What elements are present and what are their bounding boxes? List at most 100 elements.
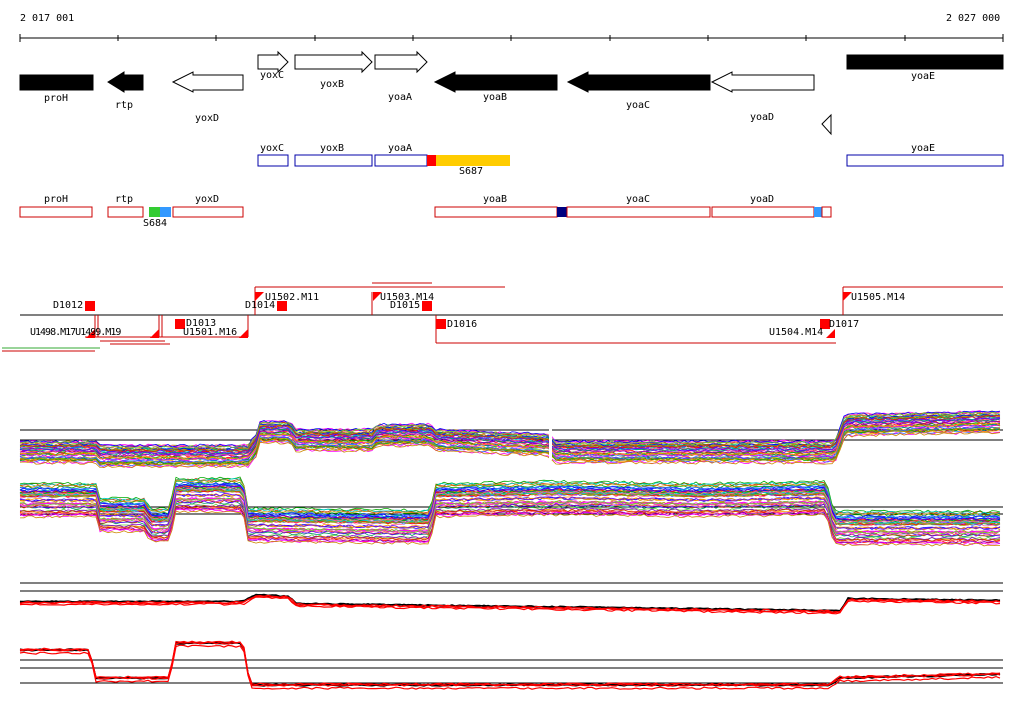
gene-label-proH: proH	[44, 93, 69, 104]
segment-green-s684[interactable]	[149, 207, 160, 217]
expression-trace	[19, 507, 1001, 544]
gene-arrows-track	[19, 50, 1004, 136]
gene-label-rtp: rtp	[115, 100, 134, 111]
transcript-label-yoxD: yoxD	[195, 194, 220, 205]
transcript-label-yoaD: yoaD	[750, 194, 775, 205]
expression-trace-avg	[19, 596, 1001, 615]
transcripts-minus-track	[19, 206, 832, 218]
terminator-label-d1012: D1012	[53, 300, 84, 311]
expression-trace	[19, 505, 1001, 542]
gene-arrow-yoaB[interactable]	[433, 71, 558, 93]
transcript-box-yoxD[interactable]	[172, 206, 244, 218]
gene-arrow-yoxC[interactable]	[257, 50, 289, 74]
transcript-label-rtp: rtp	[115, 194, 134, 205]
gene-arrow-yoaE[interactable]	[846, 54, 1004, 70]
promoter-label-u1503: U1503.M14	[380, 292, 435, 303]
small-triangle-marker	[821, 113, 832, 136]
panel-gap-marker	[549, 428, 552, 460]
terminator-d1014[interactable]	[277, 301, 287, 311]
expression-trace	[20, 493, 1001, 531]
segment-navy[interactable]	[557, 207, 567, 217]
expression-trace	[19, 426, 1001, 464]
expression-trace	[19, 493, 1001, 530]
transcript-box-yoaD-tail	[821, 206, 832, 218]
segment-orange-s687[interactable]	[436, 155, 510, 166]
promoter-label-u1501: U1501.M16	[183, 327, 238, 338]
terminator-d1016[interactable]	[436, 319, 446, 329]
promoter-flag-u1505[interactable]	[843, 292, 852, 301]
expression-trace-avg	[19, 641, 1001, 687]
transcripts-plus-track	[257, 154, 1004, 167]
expression-trace-avg	[19, 594, 1001, 613]
promoter-flag-u1498[interactable]	[86, 329, 95, 338]
gene-label-yoaC: yoaC	[626, 100, 651, 111]
expression-trace	[19, 481, 1001, 519]
gene-arrow-yoxD[interactable]	[171, 71, 244, 93]
segment-lightblue-yoaD[interactable]	[814, 207, 822, 217]
terminator-d1012[interactable]	[85, 301, 95, 311]
terminator-d1013[interactable]	[175, 319, 185, 329]
promoter-flag-u1502[interactable]	[255, 292, 264, 301]
gene-arrow-yoaD[interactable]	[710, 71, 815, 93]
promoter-label-u1505: U1505.M14	[851, 292, 906, 303]
expression-trace	[19, 497, 1001, 535]
promoter-label-u1502: U1502.M11	[265, 292, 320, 303]
promoter-flag-u1501[interactable]	[239, 329, 248, 338]
transcript-label-yoxC: yoxC	[260, 143, 285, 154]
promoter-flag-u1504[interactable]	[826, 329, 835, 338]
gene-arrow-yoaC[interactable]	[566, 71, 711, 93]
terminator-d1015[interactable]	[422, 301, 432, 311]
expression-trace-avg	[19, 644, 1001, 690]
gene-label-yoaE: yoaE	[911, 71, 936, 82]
promoter-flag-u1499[interactable]	[150, 329, 159, 338]
expression-trace	[19, 488, 1001, 526]
transcript-box-yoaC[interactable]	[566, 206, 711, 218]
gene-label-yoxC: yoxC	[260, 70, 285, 81]
gene-label-yoxD: yoxD	[195, 113, 220, 124]
gene-arrow-yoaA[interactable]	[374, 50, 428, 74]
expression-trace	[19, 483, 1001, 521]
transcript-label-yoaA: yoaA	[388, 143, 413, 154]
transcript-box-yoxB[interactable]	[294, 154, 373, 167]
expression-trace-avg	[19, 640, 1001, 686]
expression-trace	[19, 417, 1001, 455]
expression-trace	[19, 504, 1001, 541]
transcript-box-rtp[interactable]	[107, 206, 144, 218]
transcript-box-proH[interactable]	[19, 206, 93, 218]
segment-lightblue-s684[interactable]	[160, 207, 171, 217]
expression-trace-avg	[20, 642, 1001, 687]
coord-start-label: 2 017 001	[20, 13, 75, 24]
transcript-box-yoaE[interactable]	[846, 154, 1004, 167]
expression-trace	[19, 479, 1001, 517]
expression-trace	[19, 414, 1001, 453]
transcript-label-yoaC: yoaC	[626, 194, 651, 205]
expression-trace	[19, 484, 1001, 522]
expression-trace	[19, 422, 1001, 460]
transcript-label-yoxB: yoxB	[320, 143, 345, 154]
promoter-label-u1504: U1504.M14	[769, 327, 824, 338]
gene-arrow-yoxB[interactable]	[294, 50, 373, 74]
coordinate-ruler	[19, 34, 1004, 42]
promoter-flag-u1503[interactable]	[373, 292, 382, 301]
transcript-label-yoaE: yoaE	[911, 143, 936, 154]
expression-trace	[19, 508, 1001, 546]
expression-trace	[19, 476, 1001, 514]
expression-trace	[19, 410, 1001, 448]
segment-red-s687	[427, 155, 436, 166]
terminator-label-d1017: D1017	[829, 319, 860, 330]
segment-label-s684: S684	[143, 218, 168, 229]
gene-arrow-rtp[interactable]	[107, 71, 144, 93]
promoter-track	[2, 282, 1003, 352]
expression-trace	[19, 411, 1001, 449]
terminator-label-d1014: D1014	[245, 300, 276, 311]
terminator-d1017[interactable]	[820, 319, 830, 329]
gene-label-yoxB: yoxB	[320, 79, 345, 90]
gene-arrow-proH[interactable]	[19, 74, 94, 91]
transcript-box-yoxC[interactable]	[257, 154, 289, 167]
gene-label-yoaA: yoaA	[388, 92, 413, 103]
transcript-label-proH: proH	[44, 194, 69, 205]
segment-label-s687: S687	[459, 166, 484, 177]
